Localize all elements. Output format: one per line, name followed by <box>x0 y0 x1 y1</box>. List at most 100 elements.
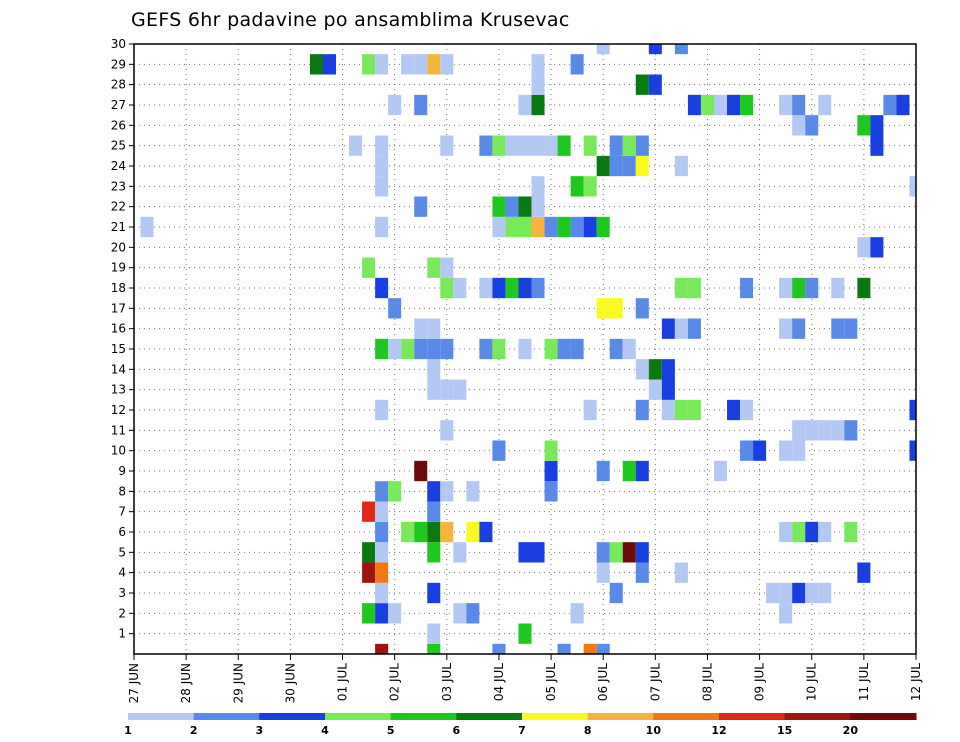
colorbar-swatch <box>850 713 917 720</box>
precip-cell <box>557 338 571 360</box>
precip-cell <box>440 338 454 360</box>
precip-cell <box>609 298 623 319</box>
precip-cell <box>427 318 441 339</box>
y-tick-label: 2 <box>118 606 126 620</box>
precip-cell <box>375 521 389 543</box>
precip-cell <box>648 359 662 380</box>
precip-cell <box>401 521 415 543</box>
precip-cell <box>479 135 493 156</box>
colorbar-tick-label: 12 <box>711 724 726 737</box>
colorbar-swatch <box>456 713 523 720</box>
precip-cell <box>531 74 545 95</box>
precip-cell <box>427 338 441 360</box>
precip-cell <box>792 420 806 441</box>
precip-cell <box>674 399 688 421</box>
precip-cell <box>609 155 623 177</box>
precip-cell <box>909 399 916 421</box>
precip-cell <box>518 94 532 116</box>
y-tick-label: 20 <box>111 240 126 254</box>
colorbar-swatch <box>325 713 392 720</box>
precip-cell <box>779 277 793 299</box>
x-tick-label: 11 JUL <box>857 663 871 701</box>
precip-cell <box>414 94 428 116</box>
y-axis: 1234567891011121314151617181920212223242… <box>111 37 134 641</box>
y-tick-label: 11 <box>111 423 126 437</box>
y-tick-label: 26 <box>111 118 126 132</box>
precip-cell <box>544 338 558 360</box>
y-tick-label: 5 <box>118 545 126 559</box>
precip-cell <box>375 135 389 156</box>
precip-cell <box>427 643 441 654</box>
colorbar-swatch <box>587 713 654 720</box>
precip-cell <box>531 277 545 299</box>
precip-cell <box>322 54 337 75</box>
precip-cell <box>531 54 545 75</box>
precip-cell <box>518 196 532 217</box>
y-tick-label: 30 <box>111 37 126 51</box>
precip-cell <box>362 562 376 583</box>
precip-cell <box>674 44 688 55</box>
precip-cell <box>309 54 323 75</box>
precip-cell <box>844 420 858 441</box>
colorbar-tick-label: 6 <box>453 724 461 737</box>
precip-cell <box>805 582 819 604</box>
precip-cell <box>713 460 728 482</box>
precip-cell <box>427 521 441 543</box>
precip-cell <box>635 359 649 380</box>
colorbar-tick-label: 1 <box>124 724 132 737</box>
precip-cell <box>622 155 636 177</box>
precip-cell <box>531 94 545 116</box>
precip-cell <box>583 176 597 197</box>
precip-cell <box>635 460 649 482</box>
y-tick-label: 25 <box>111 139 126 153</box>
y-tick-label: 21 <box>111 220 126 234</box>
precip-cell <box>583 643 597 654</box>
precip-cell <box>609 135 623 156</box>
precip-cell <box>505 196 519 217</box>
precip-cell <box>375 216 389 238</box>
precip-cell <box>479 521 493 543</box>
precip-cell <box>427 582 441 604</box>
precip-cell <box>531 196 545 217</box>
y-tick-label: 9 <box>118 464 126 478</box>
precip-cell <box>375 501 389 522</box>
precip-cell <box>505 216 519 238</box>
colorbar-tick-label: 15 <box>777 724 792 737</box>
precip-cell <box>440 420 454 441</box>
y-tick-label: 29 <box>111 57 126 71</box>
precip-cell <box>674 318 688 339</box>
precip-cell <box>427 481 441 502</box>
precip-cell <box>792 115 806 136</box>
precip-cell <box>427 379 441 400</box>
y-tick-label: 1 <box>118 627 126 641</box>
precip-cell <box>635 562 649 583</box>
colorbar-tick-label: 20 <box>843 724 859 737</box>
precip-cell <box>531 216 545 238</box>
y-tick-label: 15 <box>111 342 126 356</box>
colorbar-swatch <box>193 713 260 720</box>
precip-cell <box>140 216 154 238</box>
precip-cell <box>544 216 558 238</box>
y-tick-label: 7 <box>118 505 126 519</box>
precip-cell <box>583 399 597 421</box>
precip-cell <box>492 643 506 654</box>
x-tick-label: 06 JUL <box>596 663 610 701</box>
precip-cell <box>375 542 389 563</box>
y-tick-label: 16 <box>111 322 126 336</box>
precip-cell <box>388 338 402 360</box>
precip-cell <box>440 54 454 75</box>
colorbar-swatch <box>128 713 195 720</box>
precip-cell <box>596 155 610 177</box>
precip-cell <box>779 94 793 116</box>
precip-cell <box>909 176 916 197</box>
precip-cell <box>870 135 884 156</box>
precip-cell <box>414 460 428 482</box>
x-tick-label: 09 JUL <box>753 663 767 701</box>
precip-cell <box>427 54 441 75</box>
precip-cell <box>453 379 467 400</box>
precip-cell <box>570 176 584 197</box>
precip-cell <box>492 216 506 238</box>
y-tick-label: 14 <box>111 362 126 376</box>
precip-cell <box>740 440 754 461</box>
